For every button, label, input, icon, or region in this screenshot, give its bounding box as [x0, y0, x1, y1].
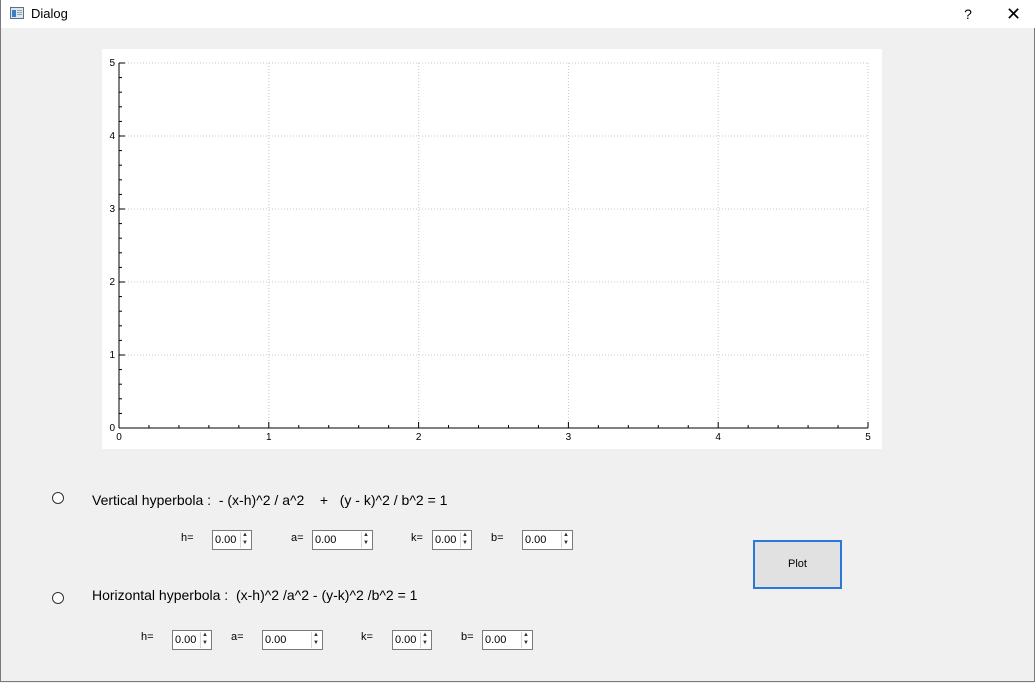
- window-title: Dialog: [31, 6, 68, 21]
- horizontal-k-spinbox[interactable]: 0.00 ▲ ▼: [392, 630, 432, 650]
- spin-down-icon[interactable]: ▼: [523, 640, 529, 646]
- spin-down-icon[interactable]: ▼: [422, 640, 428, 646]
- close-button[interactable]: ✕: [1005, 4, 1022, 24]
- spin-arrows: ▲ ▼: [240, 532, 250, 548]
- vertical-hyperbola-radio[interactable]: [52, 492, 64, 504]
- spin-up-icon[interactable]: ▲: [313, 632, 319, 638]
- horizontal-b-spinbox[interactable]: 0.00 ▲ ▼: [482, 630, 533, 650]
- spin-down-icon[interactable]: ▼: [242, 540, 248, 546]
- x-tick-label: 5: [865, 432, 871, 443]
- horizontal-k-value: 0.00: [395, 634, 417, 646]
- dialog-app-icon: [10, 7, 24, 19]
- vertical-k-label: k=: [411, 532, 423, 544]
- vertical-h-value: 0.00: [215, 534, 237, 546]
- x-tick-label: 4: [715, 432, 721, 443]
- horizontal-k-label: k=: [361, 631, 373, 643]
- vertical-a-value: 0.00: [315, 534, 337, 546]
- horizontal-hyperbola-radio[interactable]: [52, 592, 64, 604]
- x-tick-label: 3: [566, 432, 572, 443]
- plot-button[interactable]: Plot: [753, 540, 842, 589]
- spin-arrows: ▲ ▼: [200, 632, 210, 648]
- vertical-h-spinbox[interactable]: 0.00 ▲ ▼: [212, 530, 252, 550]
- y-tick-label: 0: [109, 423, 115, 434]
- vertical-b-label: b=: [491, 532, 504, 544]
- help-button[interactable]: ?: [964, 6, 972, 22]
- spin-up-icon[interactable]: ▲: [422, 632, 428, 638]
- vertical-a-label: a=: [291, 532, 304, 544]
- horizontal-a-label: a=: [231, 631, 244, 643]
- spin-up-icon[interactable]: ▲: [363, 532, 369, 538]
- spin-up-icon[interactable]: ▲: [202, 632, 208, 638]
- vertical-h-label: h=: [181, 532, 194, 544]
- spin-arrows: ▲ ▼: [561, 532, 571, 548]
- spin-arrows: ▲ ▼: [311, 632, 321, 648]
- vertical-b-spinbox[interactable]: 0.00 ▲ ▼: [522, 530, 573, 550]
- vertical-b-value: 0.00: [525, 534, 547, 546]
- vertical-hyperbola-label: Vertical hyperbola : - (x-h)^2 / a^2 + (…: [92, 492, 448, 508]
- spin-up-icon[interactable]: ▲: [462, 532, 468, 538]
- spin-down-icon[interactable]: ▼: [563, 540, 569, 546]
- vertical-a-spinbox[interactable]: 0.00 ▲ ▼: [312, 530, 373, 550]
- spin-down-icon[interactable]: ▼: [462, 540, 468, 546]
- x-tick-label: 1: [266, 432, 272, 443]
- spin-up-icon[interactable]: ▲: [242, 532, 248, 538]
- title-bar: Dialog ? ✕: [1, 0, 1035, 28]
- horizontal-hyperbola-label: Horizontal hyperbola : (x-h)^2 /a^2 - (y…: [92, 587, 418, 603]
- spin-down-icon[interactable]: ▼: [313, 640, 319, 646]
- y-tick-label: 3: [109, 204, 115, 215]
- y-tick-label: 1: [109, 350, 115, 361]
- spin-arrows: ▲ ▼: [361, 532, 371, 548]
- spin-up-icon[interactable]: ▲: [523, 632, 529, 638]
- spin-arrows: ▲ ▼: [460, 532, 470, 548]
- horizontal-h-value: 0.00: [175, 634, 197, 646]
- vertical-k-value: 0.00: [435, 534, 457, 546]
- spin-arrows: ▲ ▼: [521, 632, 531, 648]
- horizontal-b-value: 0.00: [485, 634, 507, 646]
- horizontal-h-label: h=: [141, 631, 154, 643]
- plot-canvas: 0 1 2 3 4 5 0 1 2 3 4 5: [109, 58, 871, 443]
- horizontal-a-value: 0.00: [265, 634, 287, 646]
- x-tick-label: 2: [416, 432, 422, 443]
- horizontal-h-spinbox[interactable]: 0.00 ▲ ▼: [172, 630, 212, 650]
- y-tick-label: 5: [109, 58, 115, 69]
- spin-up-icon[interactable]: ▲: [563, 532, 569, 538]
- spin-down-icon[interactable]: ▼: [202, 640, 208, 646]
- spin-down-icon[interactable]: ▼: [363, 540, 369, 546]
- horizontal-a-spinbox[interactable]: 0.00 ▲ ▼: [262, 630, 323, 650]
- y-tick-label: 4: [109, 131, 115, 142]
- x-tick-label: 0: [116, 432, 122, 443]
- plot-area: 0 1 2 3 4 5 0 1 2 3 4 5: [102, 49, 882, 449]
- spin-arrows: ▲ ▼: [420, 632, 430, 648]
- horizontal-b-label: b=: [461, 631, 474, 643]
- y-tick-label: 2: [109, 277, 115, 288]
- vertical-k-spinbox[interactable]: 0.00 ▲ ▼: [432, 530, 472, 550]
